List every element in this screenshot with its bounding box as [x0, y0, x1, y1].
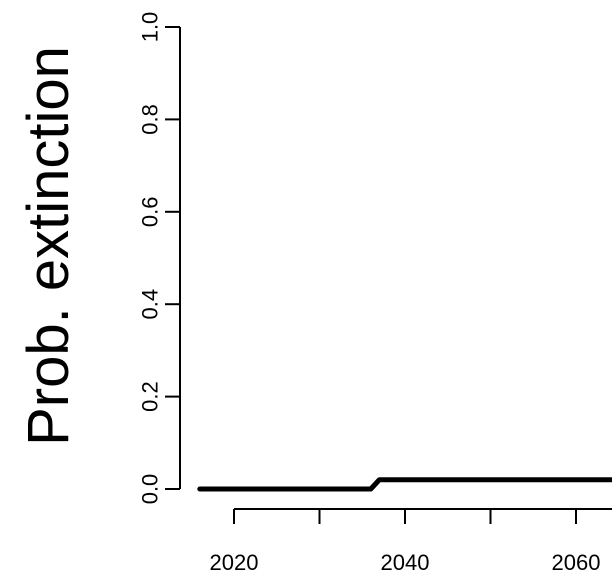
- y-tick-label: 1.0: [138, 12, 163, 43]
- y-tick-label: 0.6: [138, 197, 163, 228]
- y-tick-label: 0.8: [138, 104, 163, 135]
- y-tick-label: 0.2: [138, 381, 163, 412]
- y-ticks: 0.0 0.2 0.4 0.6 0.8 1.0: [138, 12, 180, 505]
- x-tick-label: 2040: [381, 550, 430, 575]
- x-ticks: 2020 2040 2060: [210, 509, 601, 575]
- y-axis-label: Prob. extinction: [16, 46, 81, 446]
- series-line: [197, 477, 612, 492]
- x-tick-label: 2020: [210, 550, 259, 575]
- series-group: [197, 477, 612, 492]
- y-tick-label: 0.4: [138, 289, 163, 320]
- y-tick-label: 0.0: [138, 474, 163, 505]
- x-tick-label: 2060: [552, 550, 601, 575]
